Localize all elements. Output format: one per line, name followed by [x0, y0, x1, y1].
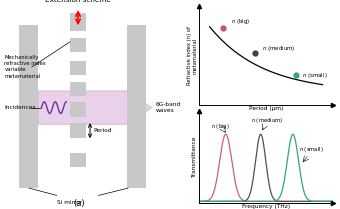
Bar	[70, 82, 86, 96]
Text: $n$ (small): $n$ (small)	[302, 70, 328, 80]
Text: $n$ (medium): $n$ (medium)	[262, 44, 296, 53]
Text: Mechanically
refractive index
variable
metamaterial: Mechanically refractive index variable m…	[4, 55, 46, 79]
Bar	[70, 123, 86, 138]
Bar	[19, 25, 38, 188]
Text: $n$ (small): $n$ (small)	[300, 145, 324, 154]
Y-axis label: Transmittance: Transmittance	[192, 136, 198, 177]
Text: $n$ (medium): $n$ (medium)	[251, 116, 284, 125]
Bar	[70, 61, 86, 75]
Bar	[70, 38, 86, 52]
Polygon shape	[38, 91, 152, 124]
Text: $n$ (big): $n$ (big)	[211, 122, 230, 131]
Text: Si mirror: Si mirror	[57, 200, 83, 205]
Bar	[70, 102, 86, 117]
Text: Extension scheme: Extension scheme	[45, 0, 111, 3]
X-axis label: Period (μm): Period (μm)	[249, 106, 283, 111]
Bar	[70, 13, 86, 31]
Bar	[127, 25, 146, 188]
Text: 6G-band
waves: 6G-band waves	[156, 102, 181, 113]
Text: $n$ (big): $n$ (big)	[231, 18, 251, 27]
Text: Period: Period	[93, 128, 112, 133]
Text: (b): (b)	[260, 119, 272, 128]
X-axis label: Frequency (THz): Frequency (THz)	[242, 204, 290, 209]
Y-axis label: Refractive index (n) of
metamaterial: Refractive index (n) of metamaterial	[187, 26, 198, 85]
Text: Incidences: Incidences	[4, 105, 36, 110]
Text: (a): (a)	[74, 199, 85, 208]
Bar	[70, 153, 86, 167]
